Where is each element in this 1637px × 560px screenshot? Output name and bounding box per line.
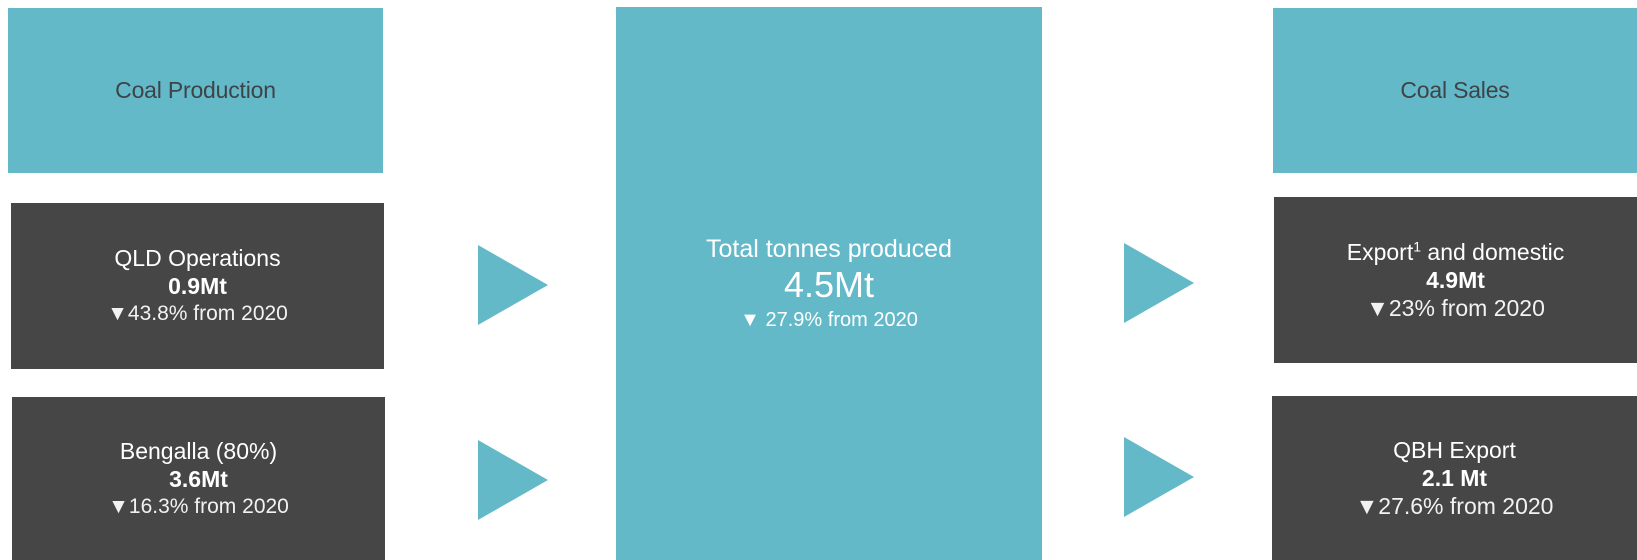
- bengalla-box: Bengalla (80%) 3.6Mt ▼16.3% from 2020: [12, 397, 385, 560]
- total-production-title: Total tonnes produced: [705, 234, 952, 263]
- arrow-right-icon: [478, 440, 548, 520]
- domestic-label: and domestic: [1421, 239, 1565, 265]
- qld-operations-name: QLD Operations: [114, 245, 281, 271]
- qld-operations-box: QLD Operations 0.9Mt ▼43.8% from 2020: [11, 203, 384, 369]
- export-domestic-name: Export1 and domestic: [1347, 238, 1564, 266]
- export-domestic-box: Export1 and domestic 4.9Mt ▼23% from 202…: [1274, 197, 1637, 363]
- coal-sales-header: Coal Sales: [1273, 8, 1637, 173]
- qbh-export-change: ▼27.6% from 2020: [1355, 493, 1554, 519]
- qld-operations-value: 0.9Mt: [168, 273, 227, 299]
- export-domestic-change: ▼23% from 2020: [1366, 295, 1545, 321]
- qbh-export-value: 2.1 Mt: [1421, 465, 1488, 491]
- coal-sales-label: Coal Sales: [1400, 77, 1510, 103]
- bengalla-change: ▼16.3% from 2020: [108, 494, 289, 518]
- total-production-change: ▼ 27.9% from 2020: [740, 308, 918, 331]
- export-label: Export: [1346, 239, 1414, 265]
- qld-operations-change: ▼43.8% from 2020: [107, 302, 288, 325]
- total-production-value: 4.5Mt: [783, 263, 875, 305]
- bengalla-name: Bengalla (80%): [119, 437, 278, 464]
- qbh-export-box: QBH Export 2.1 Mt ▼27.6% from 2020: [1272, 396, 1637, 560]
- export-domestic-value: 4.9Mt: [1426, 267, 1485, 293]
- coal-production-label: Coal Production: [115, 77, 276, 103]
- bengalla-value: 3.6Mt: [169, 465, 228, 492]
- footnote-marker: 1: [1413, 238, 1422, 255]
- arrow-right-icon: [1124, 243, 1194, 323]
- qbh-export-name: QBH Export: [1393, 437, 1516, 463]
- arrow-right-icon: [1124, 437, 1194, 517]
- coal-production-header: Coal Production: [8, 8, 383, 173]
- arrow-right-icon: [478, 245, 548, 325]
- total-production-box: Total tonnes produced 4.5Mt ▼ 27.9% from…: [616, 7, 1042, 560]
